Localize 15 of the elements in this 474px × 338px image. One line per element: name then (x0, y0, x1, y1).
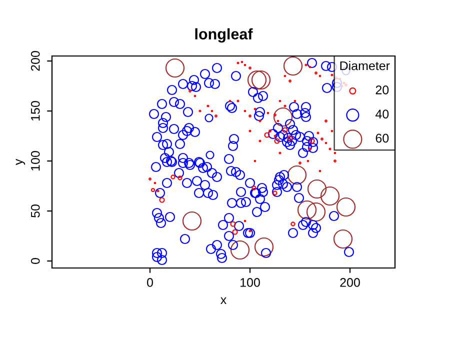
chart-title: longleaf (195, 28, 253, 43)
y-tick-label: 200 (30, 51, 40, 71)
x-tick-label: 200 (340, 278, 360, 287)
x-tick-label: 100 (240, 278, 260, 287)
y-tick-label: 50 (30, 204, 40, 218)
legend-label: 40 (375, 110, 389, 118)
x-tick-label: 0 (147, 278, 153, 287)
y-axis-title: y (16, 158, 26, 166)
legend-label: 20 (376, 85, 389, 94)
y-tick-label: 100 (30, 151, 40, 170)
y-tick-label: 150 (30, 101, 40, 120)
legend-title: Diameter (340, 61, 390, 70)
y-tick-label: 0 (30, 258, 40, 264)
x-axis-title: x (220, 297, 226, 304)
legend-label: 60 (376, 134, 389, 143)
